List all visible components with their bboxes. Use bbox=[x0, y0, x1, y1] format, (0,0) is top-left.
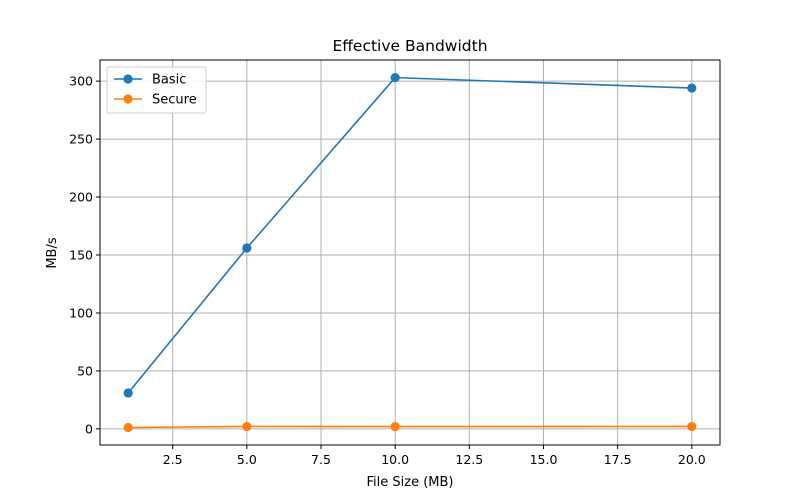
series-line-basic bbox=[127, 76, 692, 394]
y-tick-label: 250 bbox=[69, 132, 93, 147]
x-tick-label: 20.0 bbox=[678, 452, 706, 467]
legend-marker-basic bbox=[123, 74, 133, 84]
x-tick-label: 17.5 bbox=[604, 452, 632, 467]
legend-label-basic: Basic bbox=[152, 73, 186, 88]
chart-title: Effective Bandwidth bbox=[332, 37, 487, 55]
series-line-secure bbox=[128, 425, 692, 429]
y-tick-label: 200 bbox=[69, 190, 93, 205]
data-point-basic bbox=[242, 243, 252, 253]
data-point-basic bbox=[687, 83, 697, 93]
x-axis-ticks: 2.5 5.0 7.5 10.0 12.5 15.0 17.5 20.0 bbox=[163, 445, 706, 467]
data-point-secure bbox=[123, 422, 133, 433]
y-axis-title: MB/s bbox=[45, 237, 60, 269]
axes-frame bbox=[99, 59, 721, 446]
x-axis-title: File Size (MB) bbox=[367, 475, 454, 490]
data-point-basic bbox=[123, 388, 133, 398]
x-tick-label: 7.5 bbox=[311, 452, 331, 467]
data-point-basic bbox=[390, 73, 400, 83]
grid-lines bbox=[100, 60, 720, 445]
legend-label-secure: Secure bbox=[152, 93, 197, 108]
series-layer bbox=[123, 73, 697, 433]
y-tick-label: 50 bbox=[77, 363, 93, 378]
x-tick-label: 2.5 bbox=[163, 452, 183, 467]
y-tick-label: 150 bbox=[69, 247, 93, 262]
legend: Basic Secure bbox=[106, 66, 207, 114]
x-tick-label: 10.0 bbox=[381, 452, 409, 467]
y-tick-label: 100 bbox=[69, 305, 93, 320]
data-point-secure bbox=[242, 421, 252, 432]
series-secure bbox=[123, 421, 697, 433]
legend-marker-secure bbox=[123, 94, 133, 104]
legend-item-basic: Basic bbox=[114, 73, 186, 88]
x-tick-label: 15.0 bbox=[530, 452, 558, 467]
y-tick-label: 0 bbox=[85, 421, 93, 436]
y-tick-label: 300 bbox=[69, 74, 93, 89]
x-tick-label: 12.5 bbox=[455, 452, 483, 467]
series-basic bbox=[123, 73, 697, 398]
data-point-secure bbox=[390, 421, 400, 432]
data-point-secure bbox=[687, 421, 697, 432]
y-axis-ticks: 0 50 100 150 200 250 300 bbox=[69, 74, 100, 436]
x-tick-label: 5.0 bbox=[237, 452, 257, 467]
legend-item-secure: Secure bbox=[114, 93, 197, 108]
